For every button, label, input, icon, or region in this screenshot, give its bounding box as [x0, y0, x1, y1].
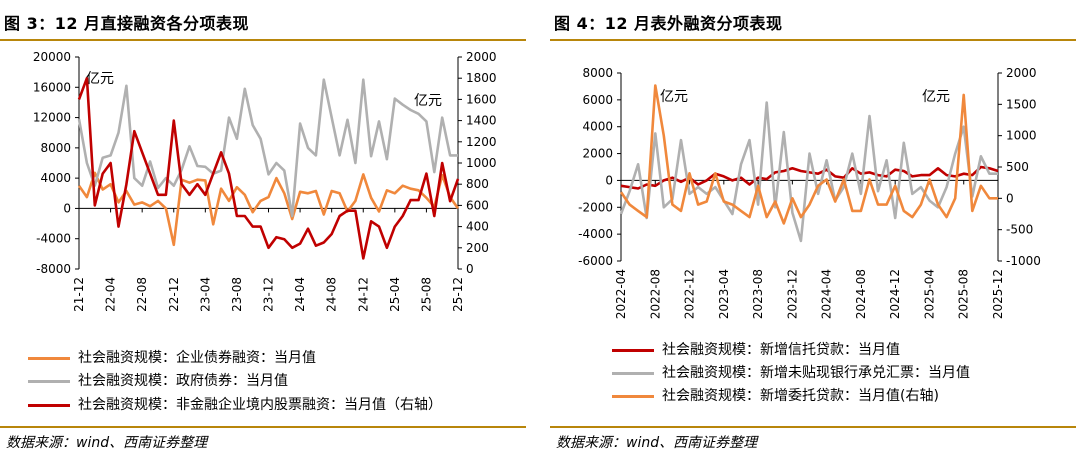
x-tick-label: 2022-04	[614, 269, 628, 319]
y-tick-label-right: 2000	[466, 50, 497, 64]
y-tick-label-right: 1800	[466, 71, 497, 85]
unit-label-left: 亿元	[660, 89, 688, 105]
y-tick-label-right: 400	[466, 220, 489, 234]
data-source: 数据来源：wind、西南证券整理	[6, 435, 208, 451]
x-tick-label: 2025-08	[957, 269, 971, 319]
legend-label: 社会融资规模：新增未贴现银行承兑汇票：当月值	[662, 365, 970, 381]
y-tick-label-left: 4000	[582, 120, 613, 134]
y-tick-label-left: -4000	[36, 232, 71, 246]
legend-swatch-gray	[28, 379, 70, 383]
chart-panel-right: 图 4：12 月表外融资分项表现 -6000 -4000 -2000 0 2000 400…	[550, 0, 1080, 457]
y-tick-label-right: 500	[1006, 160, 1029, 174]
x-tick-label: 2022-12	[167, 277, 181, 312]
x-tick-label: 2024-04	[820, 269, 834, 319]
legend-swatch-orange	[28, 356, 70, 360]
y-tick-label-right: 1000	[466, 156, 497, 170]
legend-item: 社会融资规模：新增委托贷款：当月值(右轴)	[612, 385, 939, 405]
y-tick-label-right: 600	[466, 198, 489, 212]
x-tick-label: 2024-08	[325, 277, 339, 312]
legend-item: 社会融资规模：政府债券：当月值	[28, 370, 288, 390]
y-tick-label-left: 4000	[40, 171, 71, 185]
x-tick-label: 2022-08	[135, 277, 149, 312]
legend-swatch-red	[28, 403, 70, 407]
y-tick-label-left: 2000	[582, 147, 613, 161]
y-tick-label-right: 200	[466, 241, 489, 255]
y-tick-label-left: -2000	[578, 200, 613, 214]
legend-swatch-orange	[612, 394, 654, 398]
y-tick-label-right: 800	[466, 177, 489, 191]
x-tick-label: 2024-08	[854, 269, 868, 319]
x-tick-label: 2022-12	[683, 269, 697, 319]
legend-label: 社会融资规模：新增信托贷款：当月值	[662, 342, 900, 358]
legend-item: 社会融资规模：新增未贴现银行承兑汇票：当月值	[612, 362, 970, 382]
y-tick-label-left: 16000	[33, 80, 71, 94]
y-tick-label-left: 0	[63, 201, 71, 215]
series-line	[619, 84, 998, 225]
y-tick-label-right: 2000	[1006, 66, 1037, 80]
x-tick-label: 2025-12	[451, 277, 465, 312]
legend-item: 社会融资规模：新增信托贷款：当月值	[612, 339, 900, 359]
legend-item: 社会融资规模：非金融企业境内股票融资：当月值（右轴）	[28, 394, 442, 414]
unit-label-right: 亿元	[922, 89, 950, 105]
series-line	[77, 76, 460, 260]
y-tick-label-right: 1400	[466, 114, 497, 128]
chart-off-balance-financing: -6000 -4000 -2000 0 2000 4000 6000 8000 -1000 -50…	[578, 66, 1041, 319]
x-tick-label: 2022-08	[648, 269, 662, 319]
y-tick-label-left: 8000	[40, 141, 71, 155]
chart-title: 图 4：12 月表外融资分项表现	[554, 14, 783, 33]
y-tick-label-left: 8000	[582, 66, 613, 80]
legend-label: 社会融资规模：企业债券融资：当月值	[78, 350, 316, 366]
y-tick-label-left: 20000	[33, 50, 71, 64]
y-tick-label-left: 0	[605, 173, 613, 187]
y-tick-label-right: 1000	[1006, 129, 1037, 143]
source-divider	[0, 426, 526, 428]
series-line	[619, 101, 998, 243]
x-tick-label: 2025-08	[419, 277, 433, 312]
x-tick-label: 2024-12	[356, 277, 370, 312]
x-tick-label: 2022-04	[104, 277, 118, 312]
unit-label-left: 亿元	[86, 71, 114, 87]
y-tick-label-left: -4000	[578, 227, 613, 241]
legend-label: 社会融资规模：非金融企业境内股票融资：当月值（右轴）	[78, 397, 442, 413]
y-tick-label-left: 12000	[33, 111, 71, 125]
source-divider	[550, 426, 1076, 428]
x-tick-label: 2023-12	[262, 277, 276, 312]
x-tick-label: 2023-12	[785, 269, 799, 319]
x-tick-label: 2025-04	[388, 277, 402, 312]
x-tick-label: 2025-04	[922, 269, 936, 319]
series-line	[77, 171, 460, 247]
title-divider	[0, 39, 526, 41]
chart-direct-financing: -8000 -4000 0 4000 8000 12000 16000 20000 0 200 40…	[33, 50, 497, 312]
y-tick-label-right: -1000	[1006, 254, 1041, 268]
x-tick-label: 2023-08	[230, 277, 244, 312]
x-tick-label: 2024-12	[888, 269, 902, 319]
y-tick-label-left: -8000	[36, 262, 71, 276]
y-tick-label-right: -500	[1006, 223, 1033, 237]
y-tick-label-left: -6000	[578, 254, 613, 268]
series-line	[620, 165, 999, 190]
y-tick-label-left: 6000	[582, 93, 613, 107]
x-tick-label: 2023-04	[717, 269, 731, 319]
chart-title: 图 3：12 月直接融资各分项表现	[4, 14, 250, 33]
chart-panel-left: 图 3：12 月直接融资各分项表现 -8000 -4000 0 4000 8000 120…	[0, 0, 530, 457]
legend-label: 社会融资规模：政府债券：当月值	[78, 373, 288, 389]
y-tick-label-right: 1600	[466, 92, 497, 106]
legend-swatch-red	[612, 348, 654, 352]
unit-label-right: 亿元	[414, 93, 442, 109]
y-tick-label-right: 0	[466, 262, 474, 276]
x-tick-label: 2023-08	[751, 269, 765, 319]
y-tick-label-right: 1200	[466, 135, 497, 149]
y-tick-label-right: 0	[1006, 191, 1014, 205]
x-tick-label: 2021-12	[72, 277, 86, 312]
x-tick-label: 2025-12	[991, 269, 1005, 319]
y-tick-label-right: 1500	[1006, 97, 1037, 111]
series-line	[77, 78, 458, 218]
legend-swatch-gray	[612, 371, 654, 375]
title-divider	[550, 39, 1076, 41]
x-tick-label: 2023-04	[198, 277, 212, 312]
legend-item: 社会融资规模：企业债券融资：当月值	[28, 347, 316, 367]
x-tick-label: 2024-04	[293, 277, 307, 312]
legend-label: 社会融资规模：新增委托贷款：当月值(右轴)	[662, 388, 939, 404]
data-source: 数据来源：wind、西南证券整理	[556, 435, 758, 451]
